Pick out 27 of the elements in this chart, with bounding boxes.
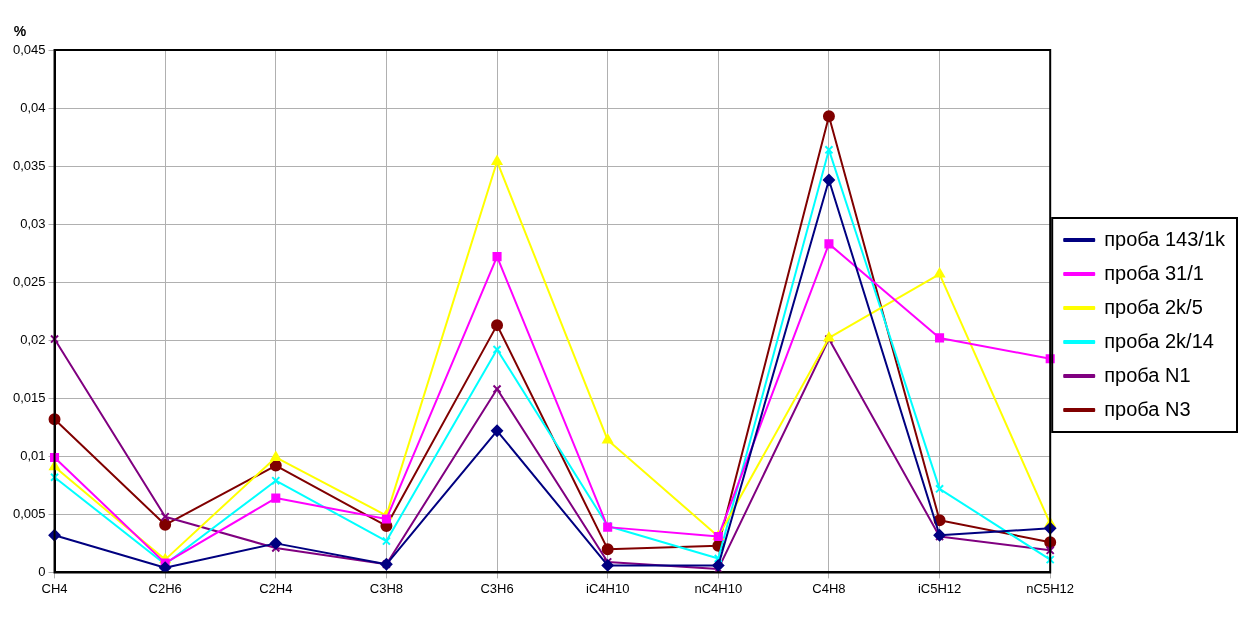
x-tick-label: C3H6 <box>480 580 514 596</box>
y-tick-label: 0,005 <box>12 505 46 521</box>
x-tick-label: C4H8 <box>812 580 846 596</box>
legend-label: проба 2k/5 <box>1104 295 1203 318</box>
legend-label: проба 2k/14 <box>1104 329 1214 352</box>
legend-label: проба 31/1 <box>1104 261 1204 284</box>
y-tick-label: 0,01 <box>20 447 46 463</box>
x-tick-label: C2H6 <box>148 580 182 596</box>
y-tick-label: 0,04 <box>20 99 46 115</box>
x-tick-label: CH4 <box>41 580 68 596</box>
x-tick-label: C3H8 <box>369 580 404 596</box>
legend-label: проба N1 <box>1104 363 1191 386</box>
legend-label: проба 143/1k <box>1104 227 1226 250</box>
y-tick-label: 0,025 <box>12 273 46 289</box>
x-tick-label: iC4H10 <box>586 580 630 596</box>
legend-label: проба N3 <box>1104 397 1191 420</box>
y-tick-label: 0 <box>38 563 46 579</box>
y-tick-label: 0,035 <box>12 157 46 173</box>
x-tick-label: nC4H10 <box>694 580 743 596</box>
x-tick-label: nC5H12 <box>1026 580 1075 596</box>
y-tick-label: 0,015 <box>12 389 46 405</box>
x-tick-label: iC5H12 <box>917 580 962 596</box>
x-tick-label: C2H4 <box>259 580 293 596</box>
y-tick-label: 0,03 <box>20 215 46 231</box>
y-tick-label: 0,045 <box>12 41 46 57</box>
y-axis-title: % <box>13 23 27 39</box>
y-tick-label: 0,02 <box>20 331 46 347</box>
